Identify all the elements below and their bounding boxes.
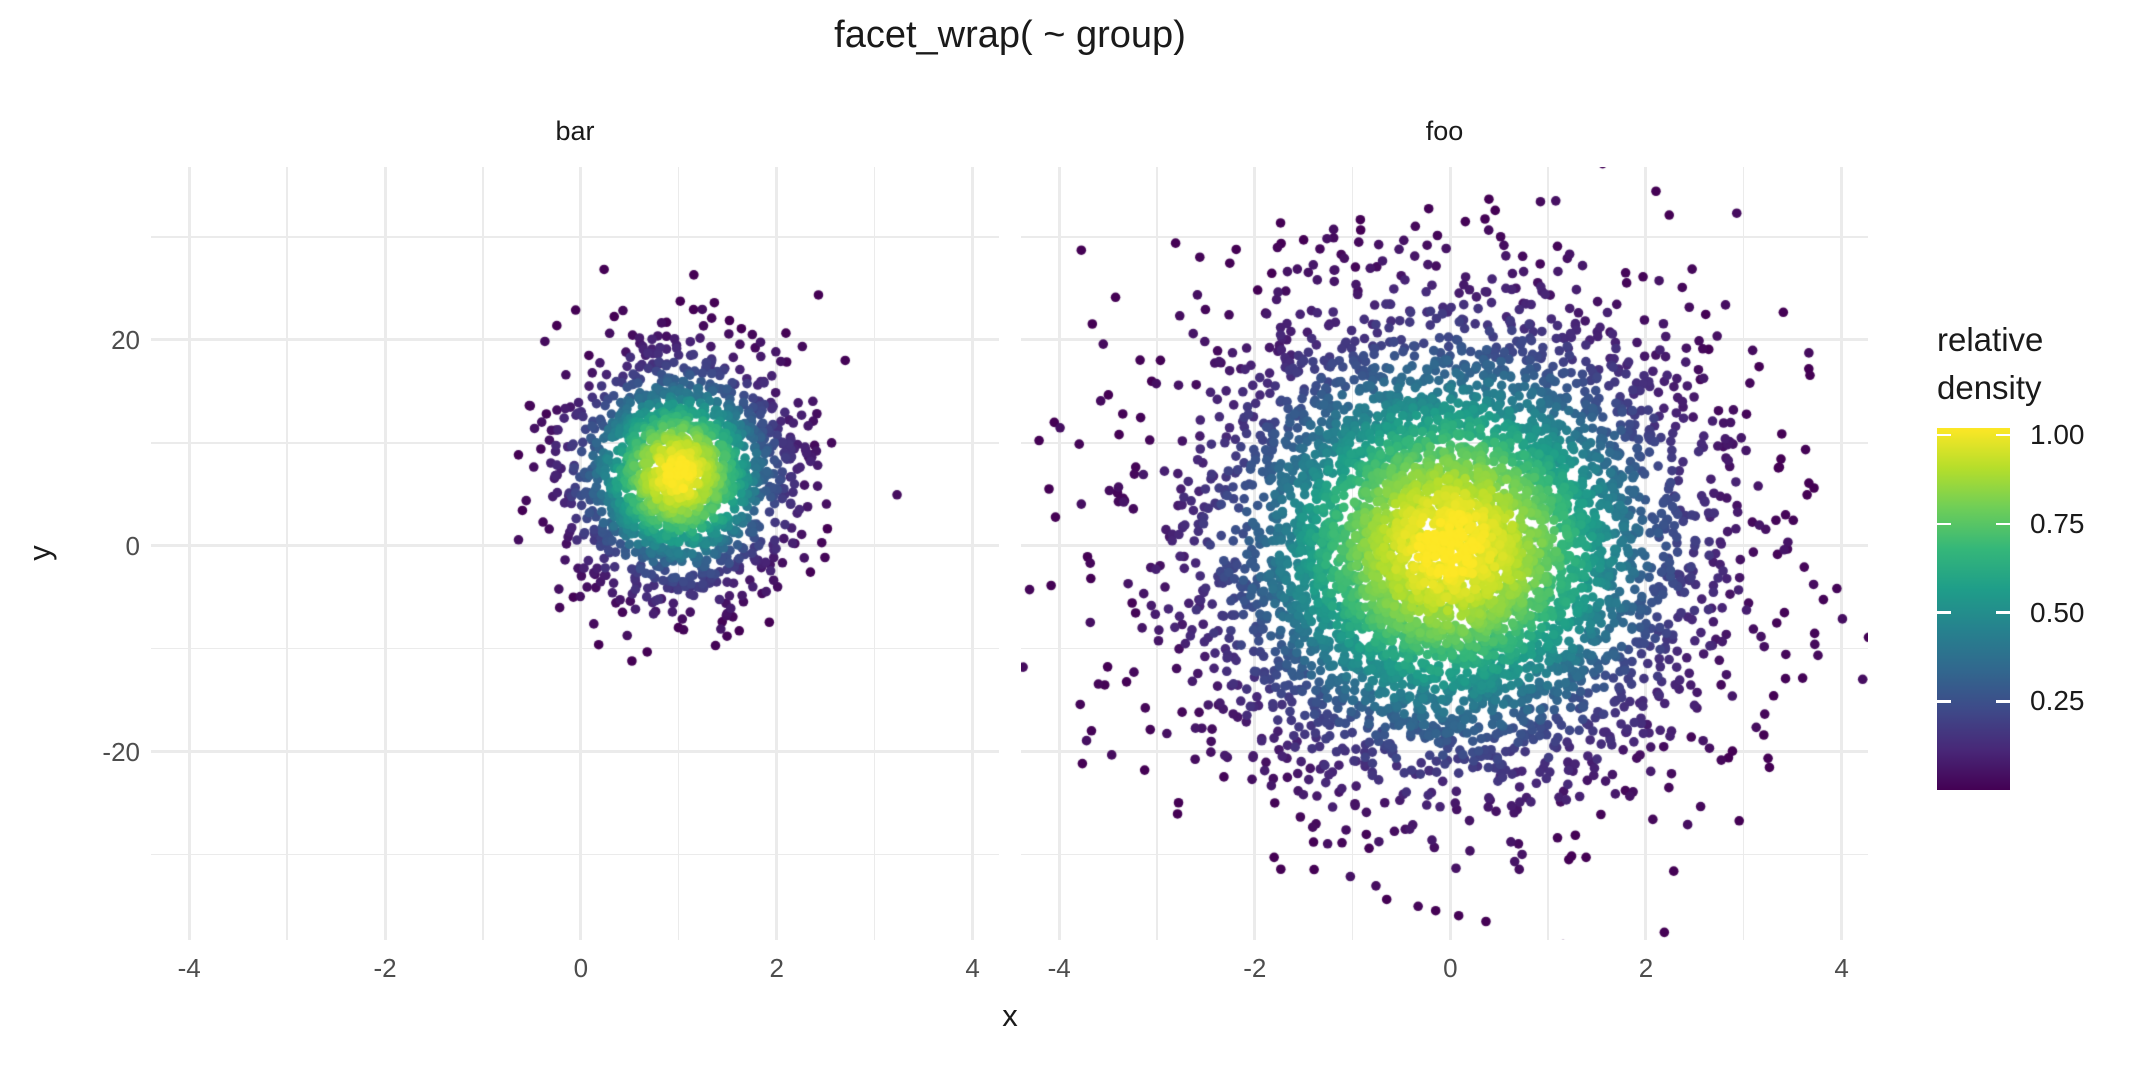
colorbar-tick (1996, 522, 2010, 526)
plot-title: facet_wrap( ~ group) (834, 14, 1186, 56)
facet-panel-bar (151, 167, 999, 940)
x-tick-label: 0 (573, 953, 589, 983)
legend-title-line1: relative (1937, 321, 2044, 358)
legend-title-line2: density (1937, 369, 2042, 406)
colorbar-tick (1937, 433, 1951, 437)
x-tick-label: -4 (177, 953, 201, 983)
y-axis-title: y (22, 545, 57, 561)
x-tick-label: -4 (1047, 953, 1071, 983)
facet-panel-foo (1021, 167, 1868, 940)
legend-tick-label: 0.50 (2030, 596, 2085, 628)
y-tick-label: -20 (102, 736, 140, 767)
colorbar-tick (1996, 611, 2010, 614)
scatter-points-foo (1021, 167, 1868, 940)
colorbar-tick (1996, 699, 2010, 703)
legend-tick-label: 1.00 (2030, 419, 2085, 451)
colorbar-tick (1937, 611, 1951, 614)
colorbar-gradient (1937, 428, 2010, 790)
colorbar-tick (1937, 522, 1951, 526)
x-tick-label: 0 (1443, 953, 1458, 983)
y-tick-label: 20 (111, 324, 140, 355)
legend-tick-label: 0.75 (2030, 507, 2085, 539)
legend-tick-label: 0.25 (2030, 685, 2085, 717)
legend-colorbar: relative density 1.00 0.75 0.50 0.25 (1917, 300, 2149, 820)
x-tick-label: -2 (373, 953, 397, 983)
facet-strip-bar: bar (555, 116, 595, 146)
x-tick-label: 4 (965, 953, 980, 983)
x-tick-label: -2 (1243, 953, 1267, 983)
scatter-points-bar (151, 167, 999, 940)
x-tick-label: 4 (1834, 953, 1849, 983)
colorbar-tick (1937, 699, 1951, 703)
x-tick-label: 2 (1638, 953, 1654, 983)
y-tick-label: 0 (125, 530, 140, 561)
legend-title: relative density (1937, 316, 2043, 412)
colorbar-tick (1996, 433, 2010, 437)
x-tick-label: 2 (769, 953, 784, 983)
facet-strip-foo: foo (1425, 116, 1464, 146)
x-axis-title: x (1002, 998, 1018, 1033)
